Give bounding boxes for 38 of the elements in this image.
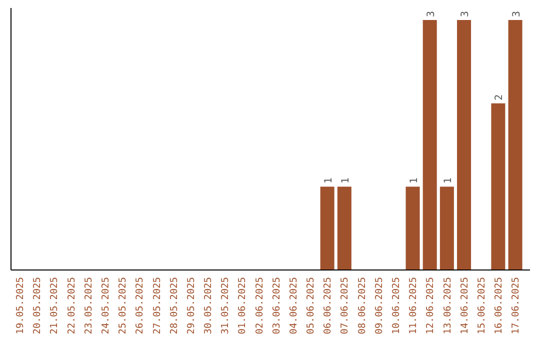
x-tick-label: 07.06.2025 xyxy=(340,277,351,334)
x-tick-label: 04.06.2025 xyxy=(288,277,300,334)
x-tick-label: 31.05.2025 xyxy=(220,277,232,334)
x-tick-label: 03.06.2025 xyxy=(271,277,282,334)
x-tick-label: 13.06.2025 xyxy=(442,277,454,334)
x-tick-label: 29.05.2025 xyxy=(186,277,197,334)
data-label: 3 xyxy=(426,10,437,17)
x-tick-label: 22.05.2025 xyxy=(66,277,78,334)
x-tick-label: 09.06.2025 xyxy=(374,277,385,334)
x-tick-label: 10.06.2025 xyxy=(390,277,402,334)
x-tick-label: 15.06.2025 xyxy=(476,277,488,334)
x-tick-label: 20.05.2025 xyxy=(32,277,44,334)
x-tick-label: 11.06.2025 xyxy=(408,277,420,334)
data-label: 3 xyxy=(511,10,522,17)
x-tick-label: 08.06.2025 xyxy=(356,277,368,334)
x-tick-label: 01.06.2025 xyxy=(237,277,248,334)
x-tick-label: 16.06.2025 xyxy=(494,277,505,334)
x-tick-label: 06.06.2025 xyxy=(322,277,334,334)
data-label: 1 xyxy=(408,178,420,184)
data-label: 3 xyxy=(460,10,472,17)
x-tick-label: 12.06.2025 xyxy=(425,277,436,334)
x-tick-label: 26.05.2025 xyxy=(134,277,146,334)
x-tick-label: 21.05.2025 xyxy=(49,277,60,334)
x-tick-label: 30.05.2025 xyxy=(203,277,214,334)
x-tick-label: 05.06.2025 xyxy=(306,277,317,334)
x-tick-label: 27.05.2025 xyxy=(152,277,163,334)
x-tick-label: 14.06.2025 xyxy=(459,277,470,334)
x-tick-label: 28.05.2025 xyxy=(168,277,180,334)
x-tick-label: 24.05.2025 xyxy=(100,277,112,334)
data-label: 1 xyxy=(323,178,334,184)
data-label: 1 xyxy=(340,178,352,184)
data-label: 1 xyxy=(442,178,454,184)
x-tick-label: 19.05.2025 xyxy=(15,277,26,334)
x-tick-label: 17.06.2025 xyxy=(510,277,522,334)
x-tick-label: 25.05.2025 xyxy=(118,277,129,334)
data-label: 2 xyxy=(494,94,506,100)
x-tick-label: 02.06.2025 xyxy=(254,277,266,334)
x-tick-label: 23.05.2025 xyxy=(83,277,94,334)
